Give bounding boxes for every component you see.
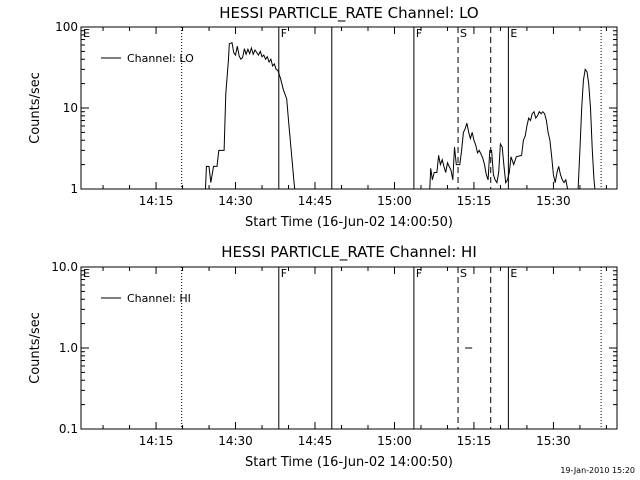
x-axis-label: Start Time (16-Jun-02 14:00:50) bbox=[245, 455, 453, 470]
chart-title: HESSI PARTICLE_RATE Channel: LO bbox=[219, 4, 478, 23]
y-axis-label: Counts/sec bbox=[28, 312, 43, 384]
event-marker-label: E bbox=[510, 27, 517, 40]
y-tick-label: 10 bbox=[63, 101, 78, 115]
event-marker-label: S bbox=[460, 27, 467, 40]
event-marker-label: S bbox=[460, 267, 467, 280]
series-line bbox=[577, 68, 596, 190]
chart-title: HESSI PARTICLE_RATE Channel: HI bbox=[221, 243, 477, 262]
event-marker-label: F bbox=[416, 267, 422, 280]
footer-timestamp: 19-Jan-2010 15:20 bbox=[560, 466, 635, 475]
x-tick-label: 14:45 bbox=[298, 434, 333, 448]
y-tick-label: 1.0 bbox=[59, 341, 78, 355]
x-tick-label: 14:15 bbox=[139, 434, 174, 448]
event-marker-label: E bbox=[83, 27, 90, 40]
event-marker-label: E bbox=[83, 267, 90, 280]
x-tick-label: 15:00 bbox=[377, 434, 412, 448]
event-marker-label: F bbox=[281, 267, 287, 280]
series-line bbox=[205, 42, 296, 190]
legend-label: Channel: LO bbox=[127, 52, 194, 65]
y-tick-label: 1 bbox=[70, 182, 78, 196]
x-axis-label: Start Time (16-Jun-02 14:00:50) bbox=[245, 215, 453, 230]
x-tick-label: 15:30 bbox=[536, 194, 571, 208]
y-tick-label: 10.0 bbox=[51, 260, 78, 274]
event-marker-label: E bbox=[510, 267, 517, 280]
lo-channel-panel: HESSI PARTICLE_RATE Channel: LO Start Tim… bbox=[28, 4, 618, 230]
event-marker-label: F bbox=[281, 27, 287, 40]
x-tick-label: 14:30 bbox=[218, 194, 253, 208]
x-tick-label: 14:15 bbox=[139, 194, 174, 208]
event-marker-label: F bbox=[416, 27, 422, 40]
x-tick-label: 15:15 bbox=[457, 434, 492, 448]
x-tick-label: 15:15 bbox=[457, 194, 492, 208]
x-tick-label: 14:45 bbox=[298, 194, 333, 208]
x-tick-label: 15:00 bbox=[377, 194, 412, 208]
legend-label: Channel: HI bbox=[127, 292, 191, 305]
y-axis-label: Counts/sec bbox=[28, 72, 43, 144]
hi-channel-panel: HESSI PARTICLE_RATE Channel: HI Start Tim… bbox=[28, 243, 618, 470]
y-tick-label: 100 bbox=[55, 20, 78, 34]
y-tick-label: 0.1 bbox=[59, 422, 78, 436]
x-tick-label: 14:30 bbox=[218, 434, 253, 448]
x-tick-label: 15:30 bbox=[536, 434, 571, 448]
series-line bbox=[429, 110, 569, 190]
